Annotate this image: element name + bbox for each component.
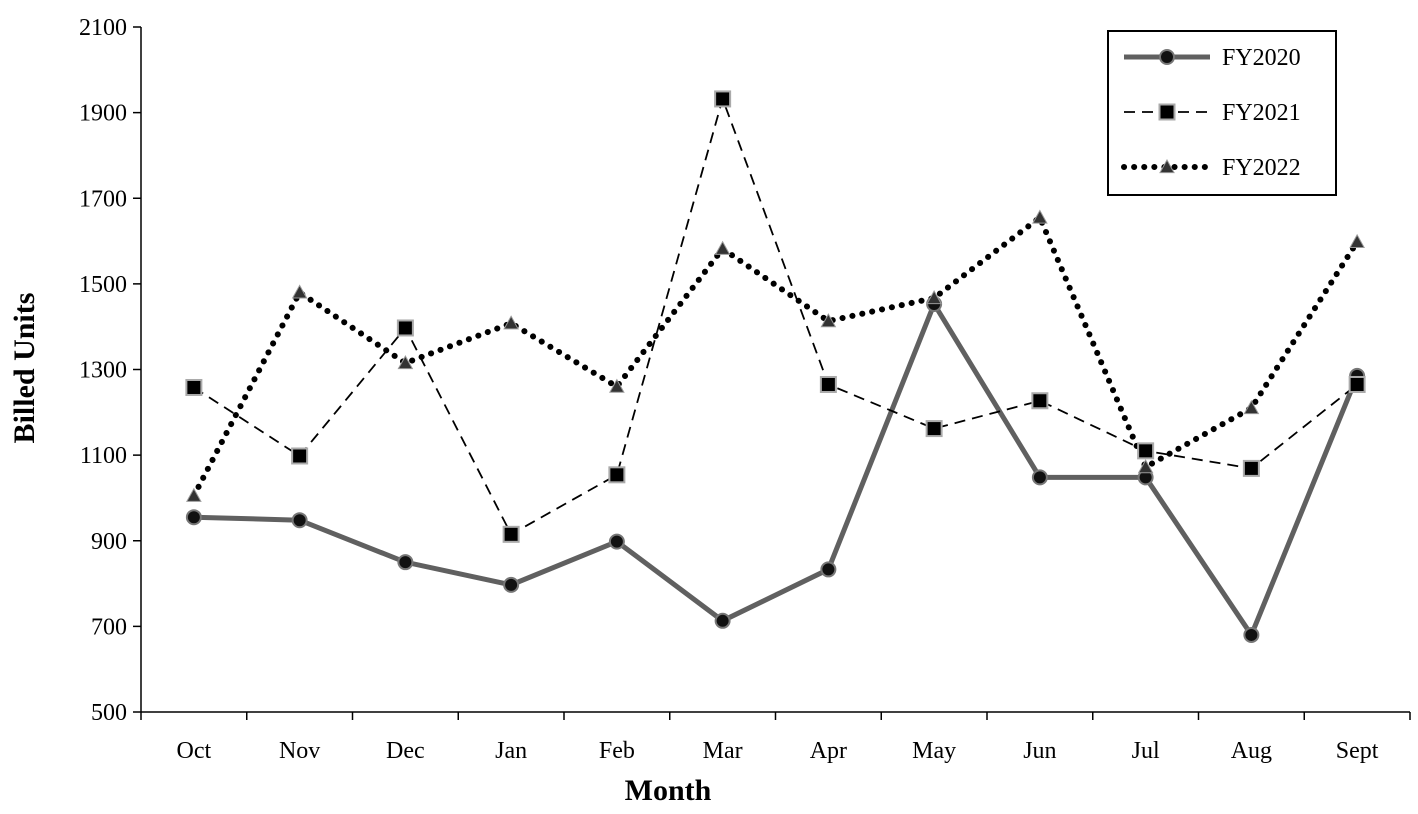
x-tick-label: Nov — [279, 738, 320, 764]
data-point — [185, 378, 203, 396]
data-point — [502, 525, 520, 543]
x-tick-label: Aug — [1231, 738, 1272, 764]
data-point — [820, 561, 837, 578]
data-point — [714, 240, 731, 255]
legend-item: FY2020 — [1124, 45, 1301, 71]
series-markers-FY2020 — [185, 295, 1366, 643]
series-FY2020 — [193, 298, 1360, 641]
series-line — [190, 212, 1361, 499]
y-tick-label: 2100 — [79, 15, 127, 41]
series-line — [193, 96, 1358, 536]
data-point — [925, 420, 943, 438]
legend: FY2020 FY2021 FY2022 — [1107, 30, 1337, 196]
series-line — [193, 298, 1360, 641]
data-point — [608, 466, 626, 484]
data-point — [608, 533, 625, 550]
data-point — [397, 355, 414, 370]
x-axis-title: Month — [625, 774, 712, 807]
data-point — [291, 512, 308, 529]
y-tick-label: 1700 — [79, 186, 127, 212]
legend-marker — [1158, 103, 1176, 121]
data-point — [714, 612, 731, 629]
x-tick-label: Jan — [495, 738, 527, 764]
data-point — [291, 447, 309, 465]
series-markers-FY2021 — [185, 90, 1366, 543]
y-tick-label: 900 — [91, 529, 127, 555]
data-point — [1031, 469, 1048, 486]
data-point — [1137, 442, 1155, 460]
data-point — [1137, 459, 1154, 474]
data-point — [397, 554, 414, 571]
data-point — [1243, 626, 1260, 643]
x-tick-label: May — [912, 738, 956, 764]
data-point — [820, 313, 837, 328]
data-point — [609, 378, 625, 393]
data-point — [186, 487, 202, 502]
series-FY2021 — [193, 96, 1358, 536]
legend-marker — [1159, 49, 1175, 65]
data-point — [926, 289, 942, 305]
data-point — [291, 284, 308, 299]
x-tick-label: Dec — [386, 738, 425, 764]
data-point — [1243, 400, 1260, 415]
data-point — [396, 319, 414, 337]
y-tick-label: 700 — [91, 614, 127, 640]
legend-item: FY2022 — [1121, 155, 1301, 181]
y-tick-label: 1900 — [79, 101, 127, 127]
data-point — [503, 576, 520, 593]
y-axis-title: Billed Units — [8, 293, 41, 444]
data-point — [1032, 209, 1048, 224]
y-tick-label: 500 — [91, 700, 127, 726]
legend-label: FY2022 — [1222, 155, 1301, 181]
x-tick-label: Jul — [1132, 738, 1160, 764]
data-point — [819, 375, 837, 393]
data-point — [714, 90, 732, 108]
data-point — [1348, 375, 1366, 393]
y-tick-label: 1300 — [79, 358, 127, 384]
data-point — [1031, 392, 1049, 410]
x-tick-label: Apr — [810, 738, 847, 764]
series-FY2022 — [190, 212, 1361, 499]
data-point — [1349, 233, 1365, 249]
x-tick-label: Mar — [703, 738, 743, 764]
data-point — [1242, 459, 1260, 477]
y-tick-label: 1100 — [80, 443, 127, 469]
legend-label: FY2021 — [1222, 100, 1301, 126]
legend-label: FY2020 — [1222, 45, 1301, 71]
legend-marker — [1159, 158, 1175, 174]
x-tick-label: Oct — [177, 738, 212, 764]
x-tick-label: Feb — [599, 738, 635, 764]
x-tick-label: Jun — [1023, 738, 1056, 764]
legend-item: FY2021 — [1124, 100, 1301, 126]
data-point — [503, 315, 519, 330]
series-layer — [185, 90, 1366, 643]
y-ticks: 500 700 900 1100 1300 1500 1700 1900 2100 — [79, 15, 141, 726]
x-tick-label: Sept — [1336, 738, 1379, 764]
data-point — [185, 509, 202, 526]
x-ticks: Oct Nov Dec Jan Feb Mar Apr May Jun Jul Aug Sept — [140, 712, 1411, 764]
y-tick-label: 1500 — [79, 272, 127, 298]
series-markers-FY2022 — [186, 209, 1365, 502]
